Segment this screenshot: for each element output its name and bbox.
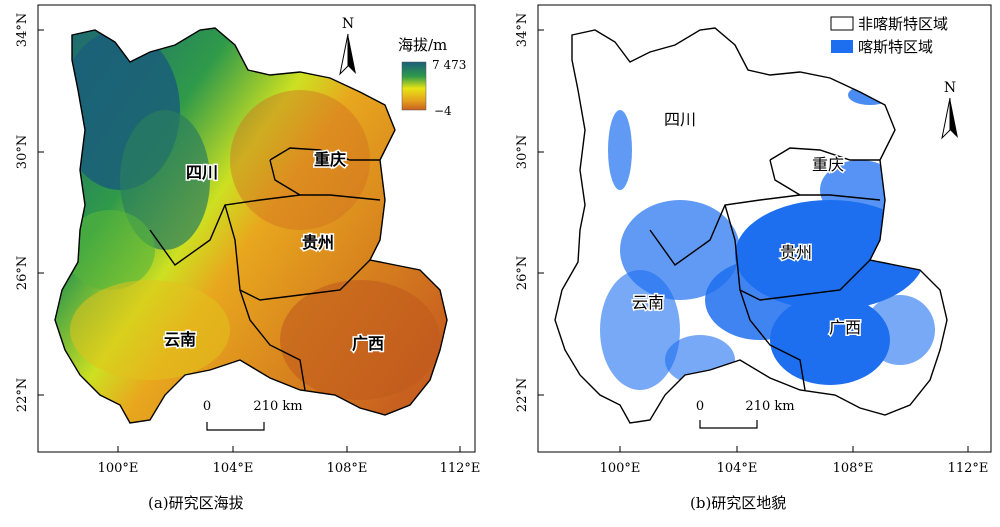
non-karst-label: 非喀斯特区域 <box>858 15 948 33</box>
north-arrow: N <box>339 16 356 76</box>
x-tick-label: 108°E <box>833 461 874 476</box>
x-tick-label: 104°E <box>717 461 758 476</box>
x-tick-label: 100°E <box>98 461 139 476</box>
province-label-guangxi: 广西 <box>352 334 384 353</box>
caption-panel-a: (a)研究区海拔 <box>148 494 244 512</box>
y-tick-label: 30°N <box>515 135 530 169</box>
province-label-yunnan: 云南 <box>632 293 664 312</box>
y-tick-label: 26°N <box>15 256 30 290</box>
y-tick-label: 22°N <box>15 378 30 412</box>
x-tick-label: 100°E <box>600 461 641 476</box>
province-label-guizhou: 贵州 <box>302 233 334 252</box>
karst-raster <box>600 85 935 390</box>
caption-panel-b: (b)研究区地貌 <box>690 494 787 512</box>
scale-start: 0 <box>203 399 211 414</box>
non-karst-swatch <box>830 16 854 31</box>
y-tick-label: 30°N <box>15 135 30 169</box>
scale-bar: 0 210 km <box>203 399 303 431</box>
legend-min: −4 <box>434 104 452 118</box>
x-tick-label: 104°E <box>213 461 254 476</box>
x-tick-label: 112°E <box>440 461 481 476</box>
province-boundaries <box>54 27 448 424</box>
x-axis: 100°E 104°E 108°E 112°E <box>98 446 481 476</box>
north-label: N <box>944 80 956 96</box>
province-label-guangxi: 广西 <box>829 318 861 337</box>
landform-legend: 非喀斯特区域 喀斯特区域 <box>830 15 948 56</box>
north-label: N <box>342 16 354 32</box>
y-tick-label: 22°N <box>515 378 530 412</box>
province-label-sichuan: 四川 <box>186 163 218 182</box>
panel-b-landform-map: 四川 重庆 贵州 云南 广西 非喀斯特区域 喀斯特区域 N 0 210 km <box>515 4 992 476</box>
legend-max: 7 473 <box>432 58 466 72</box>
x-tick-label: 108°E <box>327 461 368 476</box>
province-label-chongqing: 重庆 <box>812 155 844 174</box>
scale-bar: 0 210 km <box>696 399 795 429</box>
elevation-legend: 海拔/m 7 473 −4 <box>398 36 466 118</box>
province-label-sichuan: 四川 <box>664 110 696 129</box>
panel-a-elevation-map: 四川 重庆 贵州 云南 广西 N 海拔/m 7 473 −4 0 210 km <box>15 4 481 476</box>
karst-swatch <box>831 40 853 53</box>
y-axis: 34°N 30°N 26°N 22°N <box>15 13 44 412</box>
y-axis: 34°N 30°N 26°N 22°N <box>515 13 544 412</box>
x-axis: 100°E 104°E 108°E 112°E <box>600 446 989 476</box>
legend-title: 海拔/m <box>398 36 447 54</box>
province-label-yunnan: 云南 <box>164 330 196 349</box>
province-label-chongqing: 重庆 <box>314 150 346 169</box>
y-tick-label: 34°N <box>15 13 30 47</box>
province-labels: 四川 重庆 贵州 云南 广西 <box>630 109 862 339</box>
province-boundaries <box>554 27 948 424</box>
karst-label: 喀斯特区域 <box>858 38 933 56</box>
scale-end: 210 km <box>253 399 302 414</box>
province-labels: 四川 重庆 贵州 云南 广西 <box>162 149 385 355</box>
scale-end: 210 km <box>745 399 794 414</box>
north-arrow: N <box>941 80 958 140</box>
x-tick-label: 112°E <box>948 461 989 476</box>
y-tick-label: 34°N <box>515 13 530 47</box>
province-label-guizhou: 贵州 <box>780 243 812 262</box>
y-tick-label: 26°N <box>515 256 530 290</box>
elevation-raster <box>55 28 447 423</box>
scale-start: 0 <box>696 399 704 414</box>
legend-colorbar <box>401 61 427 111</box>
